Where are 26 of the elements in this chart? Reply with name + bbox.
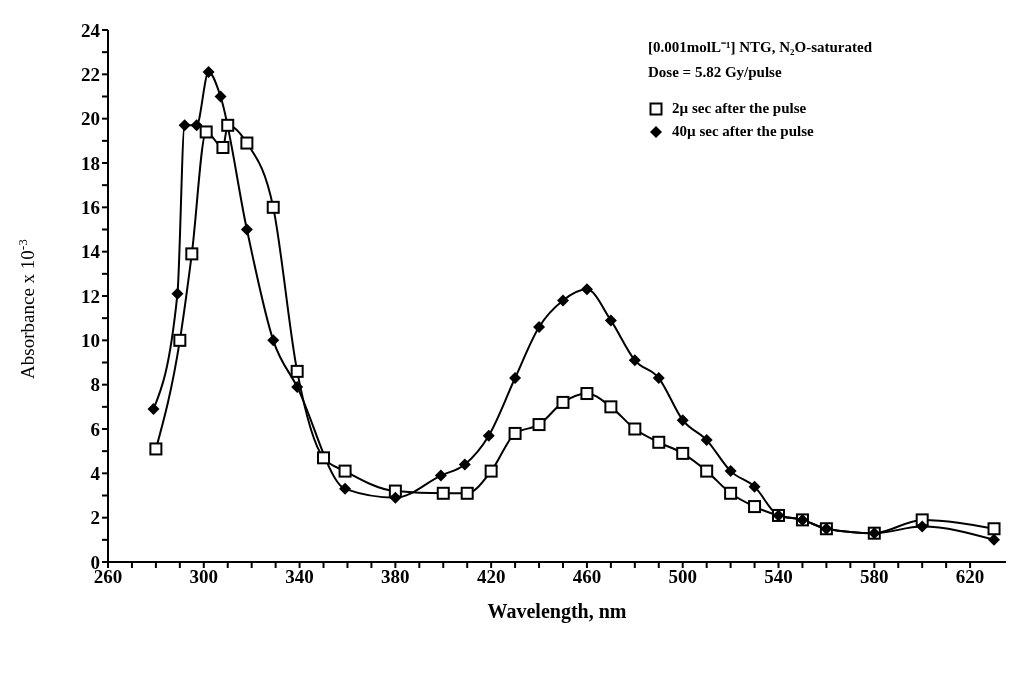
y-tick-label: 16 — [81, 197, 100, 219]
x-axis-title: Wavelength, nm — [487, 600, 627, 623]
y-tick-label: 8 — [90, 374, 100, 396]
x-tick-label: 340 — [285, 566, 314, 588]
y-tick-label: 10 — [81, 330, 100, 352]
legend-label: 2µ sec after the pulse — [672, 100, 807, 117]
y-tick-label: 22 — [81, 64, 100, 86]
x-tick-label: 620 — [955, 566, 985, 588]
y-tick-label: 24 — [81, 19, 101, 41]
y-tick-label: 14 — [81, 241, 101, 263]
y-tick-label: 20 — [81, 108, 100, 130]
x-tick-label: 300 — [189, 566, 219, 588]
y-tick-label: 18 — [81, 152, 100, 174]
annotation: Dose = 5.82 Gy/pulse — [648, 64, 783, 81]
x-tick-label: 380 — [381, 566, 410, 588]
y-tick-label: 4 — [90, 463, 101, 485]
y-tick-label: 12 — [81, 285, 100, 307]
x-tick-label: 580 — [860, 566, 889, 588]
y-tick-label: 6 — [90, 418, 100, 440]
annotation: [0.001molL⁻¹] NTG, N₂O-saturated — [648, 38, 873, 56]
x-tick-label: 540 — [764, 566, 793, 588]
legend-label: 40µ sec after the pulse — [672, 123, 814, 140]
x-tick-label: 420 — [476, 566, 506, 588]
x-tick-label: 460 — [572, 566, 602, 588]
y-tick-label: 2 — [90, 507, 100, 529]
x-tick-label: 500 — [668, 566, 697, 588]
